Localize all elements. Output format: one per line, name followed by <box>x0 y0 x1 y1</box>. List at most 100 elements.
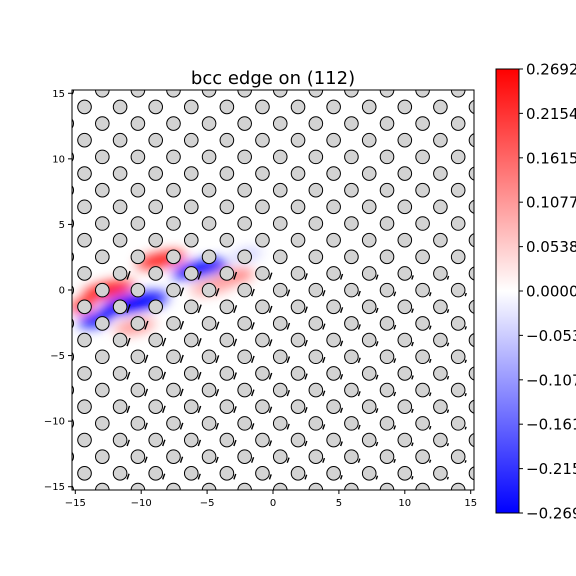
atom <box>219 166 235 181</box>
atom <box>201 149 217 165</box>
atom <box>468 433 474 448</box>
displacement-arrow <box>126 304 131 314</box>
atom <box>237 382 252 398</box>
displacement-arrow <box>375 274 379 280</box>
displacement-arrow <box>358 492 359 496</box>
atom <box>95 216 110 231</box>
atom <box>219 232 235 248</box>
atom <box>308 449 324 464</box>
atom <box>183 432 199 448</box>
displacement-arrow <box>464 292 467 297</box>
atom <box>397 166 413 181</box>
x-tick-label: 5 <box>336 498 342 509</box>
displacement-arrow <box>428 325 432 330</box>
atom <box>130 216 146 231</box>
atom <box>219 332 235 348</box>
colorbar <box>495 68 520 514</box>
atom <box>72 385 75 396</box>
colorbar-tick-label: 0.2692 <box>526 61 576 79</box>
atom <box>379 182 395 198</box>
atom <box>344 316 359 331</box>
colorbar-tick-label: 0.1077 <box>526 194 576 212</box>
atom <box>326 166 341 181</box>
atom <box>201 282 217 298</box>
displacement-arrow <box>126 473 130 480</box>
displacement-arrow <box>357 424 361 430</box>
displacement-arrow <box>428 392 432 397</box>
atom <box>290 399 306 415</box>
atom <box>361 132 377 148</box>
atom <box>72 185 75 196</box>
y-tick-label: −10 <box>44 417 65 428</box>
displacement-arrow <box>375 341 379 347</box>
atom <box>433 266 448 281</box>
atom <box>219 299 235 315</box>
atom <box>272 249 288 265</box>
displacement-arrow <box>304 339 308 347</box>
colorbar-tick-label: 0.1615 <box>526 149 576 167</box>
displacement-arrow <box>357 391 361 397</box>
atom <box>433 299 448 315</box>
atom <box>77 432 92 448</box>
atom <box>308 249 324 265</box>
displacement-arrow <box>483 343 484 346</box>
atom <box>308 482 324 490</box>
atom <box>201 249 217 265</box>
atom <box>344 416 359 431</box>
y-tick-label: 0 <box>59 286 65 297</box>
atom <box>95 416 110 431</box>
atom <box>468 233 474 248</box>
atom <box>397 199 413 215</box>
atom <box>148 132 163 148</box>
atom <box>255 132 270 148</box>
atom <box>379 282 395 298</box>
atom <box>468 366 474 381</box>
atom <box>166 316 181 331</box>
atom <box>433 232 448 248</box>
atom <box>77 232 92 248</box>
y-tick-label: 5 <box>59 220 65 231</box>
atom <box>148 332 163 348</box>
atom <box>379 349 395 365</box>
atom <box>237 282 252 298</box>
atom <box>72 251 75 262</box>
atom <box>166 282 181 298</box>
atom <box>361 432 377 448</box>
atom <box>183 266 199 281</box>
atom <box>272 416 288 431</box>
atom <box>450 182 466 198</box>
y-tick-label: 15 <box>52 89 65 100</box>
atom <box>77 266 92 281</box>
atom <box>166 482 181 490</box>
atom <box>415 149 430 165</box>
x-tick-label: 0 <box>270 498 276 509</box>
atoms <box>72 90 474 490</box>
displacement-arrow <box>197 338 202 347</box>
displacement-arrow <box>430 493 431 496</box>
atom <box>326 232 341 248</box>
atom <box>130 349 146 365</box>
displacement-arrow <box>446 342 450 347</box>
displacement-arrow <box>197 473 201 480</box>
atom <box>95 349 110 365</box>
atom <box>290 199 306 215</box>
atom <box>361 466 377 481</box>
atom <box>219 199 235 215</box>
displacement-arrow <box>375 475 379 480</box>
colorbar-tick-label: −0.215 <box>526 460 576 478</box>
atom <box>468 166 474 181</box>
atom <box>361 399 377 415</box>
displacement-arrow <box>215 456 219 463</box>
displacement-arrow <box>197 304 202 314</box>
displacement-arrow <box>322 457 326 463</box>
atom <box>326 99 341 115</box>
displacement-arrow <box>304 306 308 314</box>
displacement-arrow <box>251 355 255 363</box>
atom <box>130 182 146 198</box>
atom <box>77 166 92 181</box>
displacement-arrow <box>268 272 273 280</box>
atom <box>397 332 413 348</box>
atom <box>290 166 306 181</box>
atom <box>415 282 430 298</box>
